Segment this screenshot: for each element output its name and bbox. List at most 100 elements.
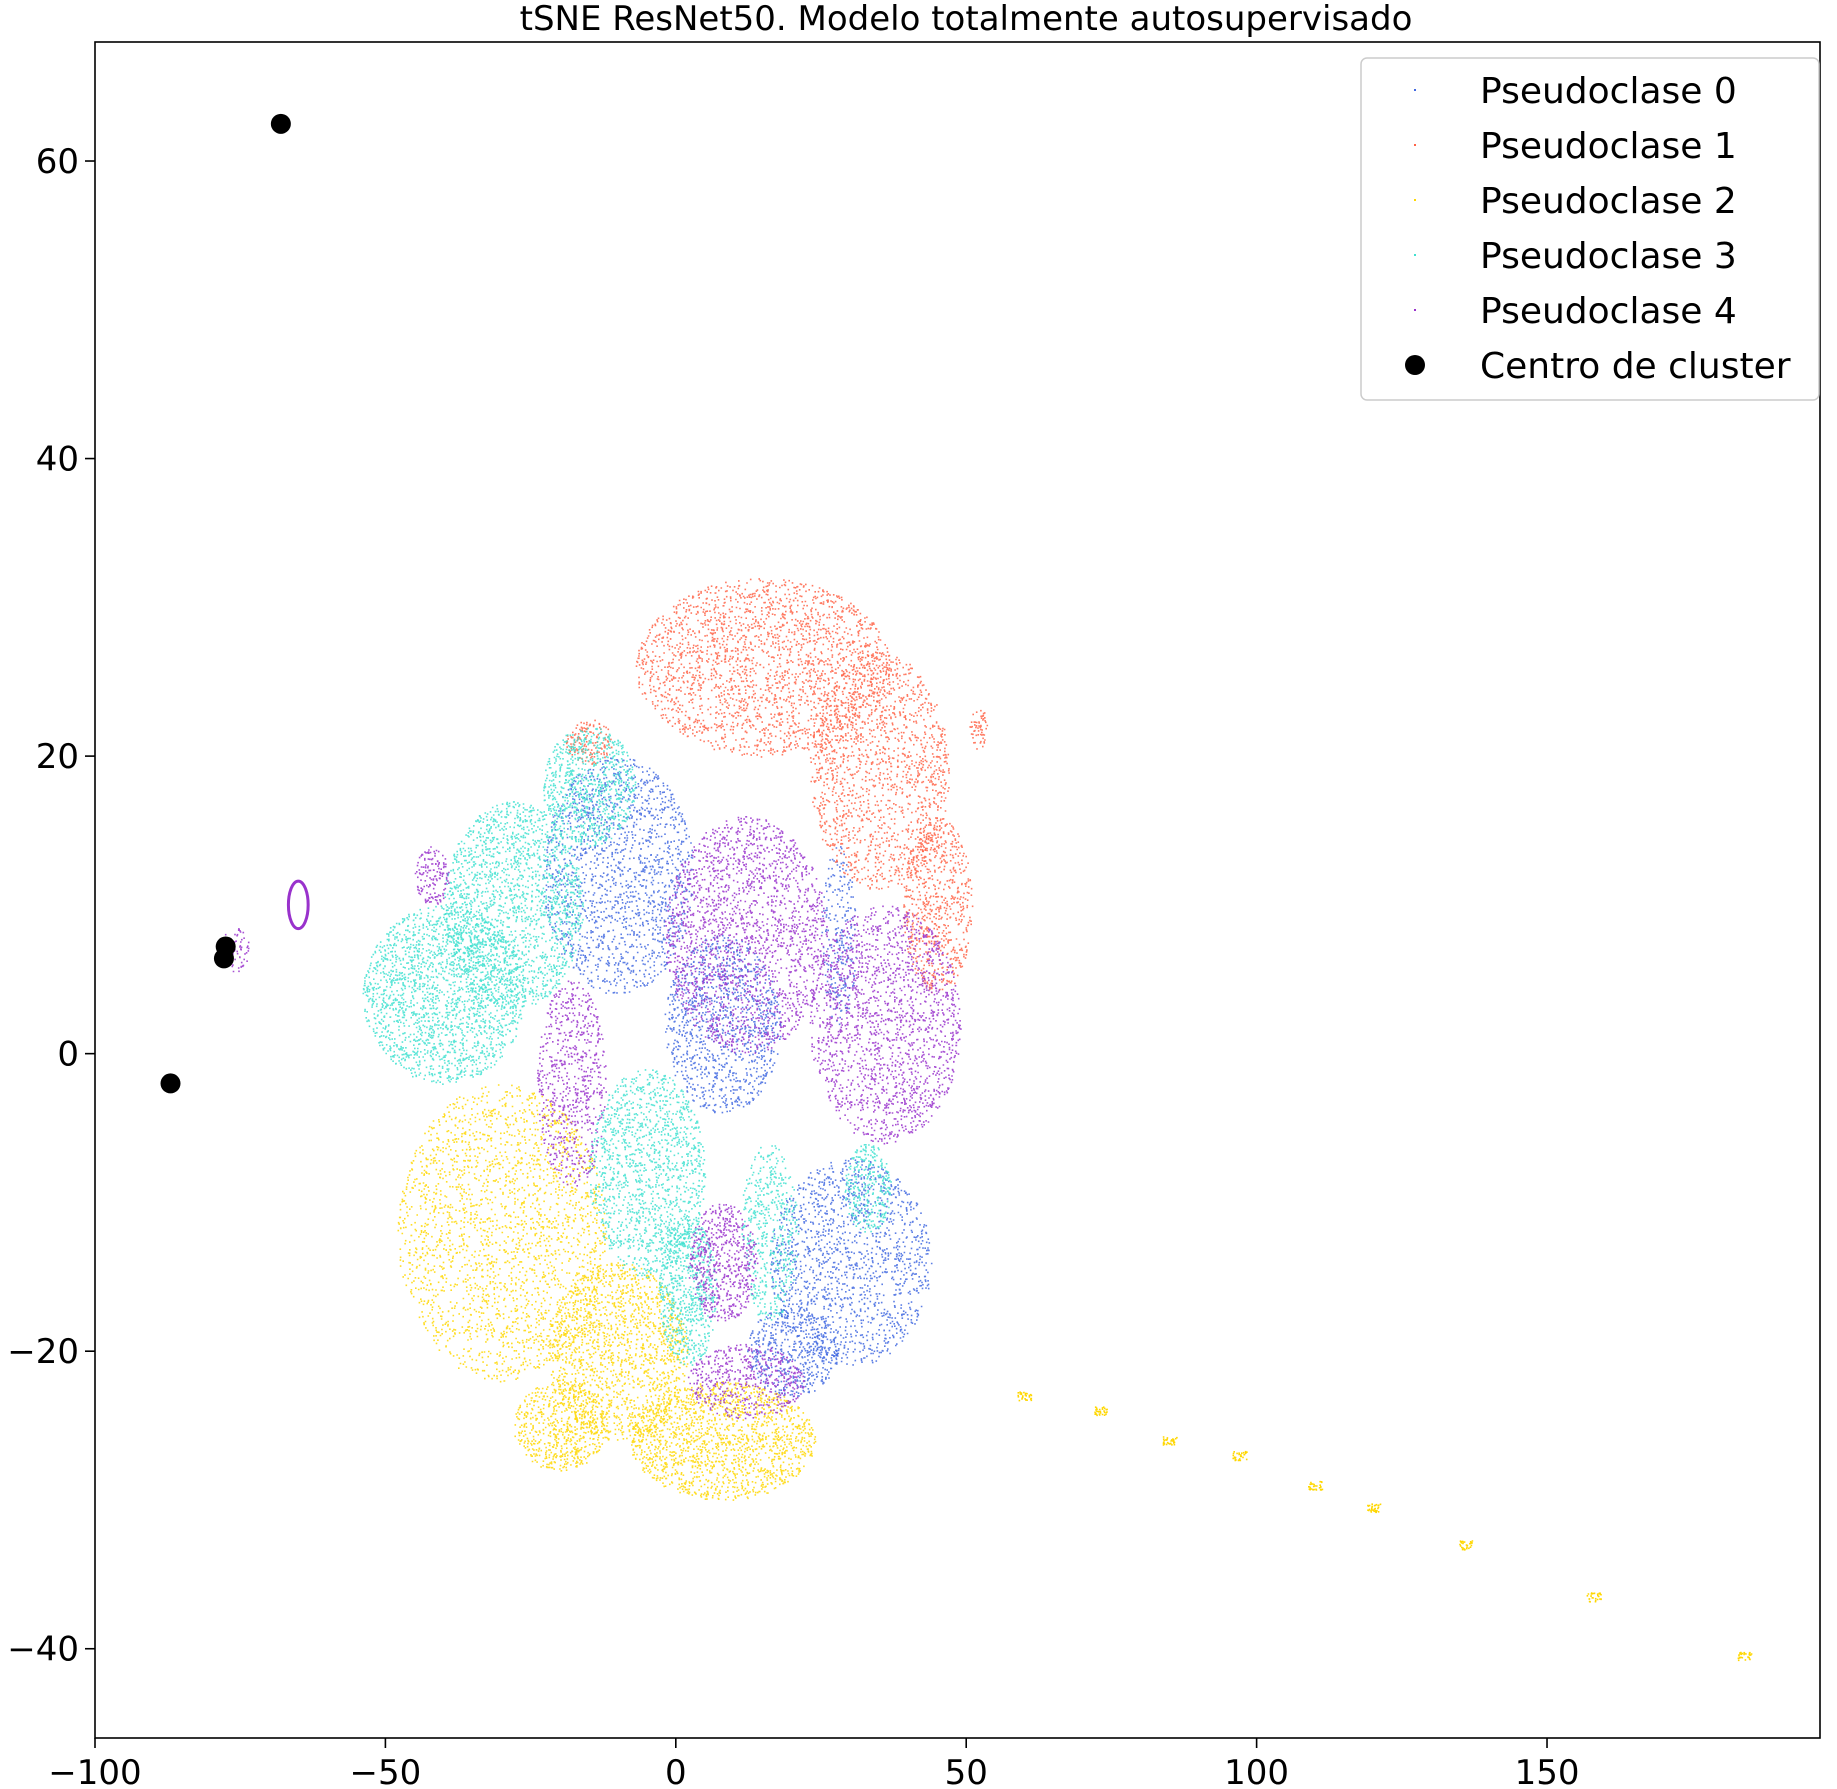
series-pseudoclase-4-cluster <box>220 928 250 973</box>
legend-box <box>1360 57 1820 401</box>
legend-entry: Pseudoclase 3 <box>1414 236 1737 277</box>
series-pseudoclase-1-points <box>969 709 989 750</box>
series-pseudoclase-4-ring <box>286 879 310 931</box>
x-tick-label: −50 <box>350 1753 422 1789</box>
y-tick-label: 0 <box>57 1035 79 1075</box>
x-tick-label: 100 <box>1224 1753 1289 1789</box>
series-pseudoclase-2-cluster <box>631 1381 817 1501</box>
legend-marker <box>1414 309 1416 311</box>
cluster-center-point <box>270 113 291 134</box>
series-pseudoclase-4-points <box>414 846 450 905</box>
series-pseudoclase-4-points <box>220 928 250 973</box>
series-pseudoclase-4-cluster <box>536 980 607 1187</box>
legend-entry: Pseudoclase 1 <box>1414 126 1737 167</box>
series-pseudoclase-2-outlier <box>1586 1592 1602 1603</box>
series-pseudoclase-0-points <box>747 1308 840 1398</box>
legend: Pseudoclase 0 Pseudoclase 1 Pseudoclase 2 P… <box>1360 57 1820 401</box>
series-pseudoclase-3-points <box>658 1218 718 1366</box>
cluster-center-point <box>213 948 234 969</box>
series-pseudoclase-4 <box>220 816 962 1420</box>
series-pseudoclase-1 <box>565 578 989 994</box>
series-pseudoclase-3-points <box>543 727 637 847</box>
series-pseudoclase-2-cluster <box>514 1381 606 1472</box>
series-pseudoclase-4-cluster <box>809 905 962 1145</box>
series-pseudoclase-0-cluster <box>747 1308 840 1398</box>
series-pseudoclase-1-cluster <box>903 817 974 994</box>
series-pseudoclase-4-points <box>687 1343 805 1420</box>
series-pseudoclase-3-cluster <box>362 905 527 1085</box>
legend-entry: Pseudoclase 0 <box>1414 71 1737 112</box>
series-pseudoclase-2-points <box>548 1262 689 1441</box>
series-pseudoclase-1-points <box>903 817 974 994</box>
series-pseudoclase-4-cluster <box>687 1343 805 1420</box>
series-pseudoclase-2-outlier <box>1737 1651 1753 1662</box>
series-pseudoclase-0-cluster <box>664 934 782 1114</box>
series-pseudoclase-0-cluster <box>769 1158 933 1366</box>
series-pseudoclase-2-outlier <box>1232 1450 1248 1462</box>
y-axis: −40 −20 0 20 40 60 <box>7 142 95 1670</box>
legend-entry: Centro de cluster <box>1405 346 1791 387</box>
series-pseudoclase-2-points <box>631 1381 817 1501</box>
legend-label: Pseudoclase 2 <box>1480 181 1737 222</box>
series-layer <box>160 113 1753 1662</box>
legend-entry: Pseudoclase 2 <box>1414 181 1737 222</box>
plot-frame <box>94 41 1821 1739</box>
series-pseudoclase-4-points <box>809 905 962 1145</box>
series-pseudoclase-3-cluster <box>844 1144 892 1233</box>
series-pseudoclase-2-outlier <box>1367 1503 1382 1514</box>
series-pseudoclase-3 <box>362 727 892 1366</box>
legend-entry: Pseudoclase 4 <box>1414 291 1737 332</box>
legend-marker <box>1414 254 1416 256</box>
series-pseudoclase-3-cluster <box>589 1069 707 1279</box>
series-pseudoclase-1-points <box>635 578 892 758</box>
series-pseudoclase-0-points <box>769 1158 933 1366</box>
series-pseudoclase-0-cluster <box>542 757 694 994</box>
legend-label: Pseudoclase 1 <box>1480 126 1737 167</box>
series-centro-de-cluster <box>160 113 291 1094</box>
series-pseudoclase-1-cluster <box>565 719 613 765</box>
y-tick-label: 40 <box>36 440 79 480</box>
legend-label: Pseudoclase 4 <box>1480 291 1737 332</box>
series-pseudoclase-3-cluster <box>543 727 637 847</box>
x-tick-label: −100 <box>48 1753 141 1789</box>
y-tick-label: 60 <box>36 142 79 182</box>
legend-marker <box>1414 144 1416 146</box>
cluster-center-point <box>160 1073 181 1094</box>
series-pseudoclase-4-points <box>536 980 607 1187</box>
series-pseudoclase-1-cluster <box>635 578 892 758</box>
series-pseudoclase-1-points <box>809 652 950 890</box>
series-pseudoclase-3-points <box>444 801 585 1009</box>
x-axis: −100 −50 0 50 100 150 <box>48 1738 1579 1789</box>
legend-marker <box>1414 89 1416 91</box>
series-pseudoclase-0-points <box>542 757 694 994</box>
series-pseudoclase-2-points <box>514 1381 606 1472</box>
series-pseudoclase-1-cluster <box>809 652 950 890</box>
series-pseudoclase-3-points <box>844 1144 892 1233</box>
y-tick-label: 20 <box>36 737 79 777</box>
legend-label: Pseudoclase 3 <box>1480 236 1737 277</box>
chart-title: tSNE ResNet50. Modelo totalmente autosup… <box>520 0 1413 39</box>
series-pseudoclase-0 <box>542 757 933 1398</box>
series-pseudoclase-1-cluster <box>969 709 989 750</box>
series-pseudoclase-2 <box>397 1084 1753 1662</box>
series-pseudoclase-3-points <box>589 1069 707 1279</box>
legend-label: Pseudoclase 0 <box>1480 71 1737 112</box>
series-pseudoclase-3-cluster <box>444 801 585 1009</box>
legend-marker <box>1414 199 1416 201</box>
legend-marker <box>1405 355 1425 375</box>
series-pseudoclase-2-outlier <box>1017 1391 1033 1402</box>
series-pseudoclase-4-cluster <box>664 816 828 1054</box>
series-pseudoclase-2-outlier <box>1094 1406 1108 1417</box>
series-pseudoclase-2-cluster <box>548 1262 689 1441</box>
series-pseudoclase-3-points <box>362 905 527 1085</box>
series-pseudoclase-1-points <box>565 719 613 765</box>
legend-label: Centro de cluster <box>1480 346 1791 387</box>
series-pseudoclase-0-points <box>664 934 782 1114</box>
y-tick-label: −40 <box>7 1630 79 1670</box>
series-pseudoclase-3-cluster <box>658 1218 718 1366</box>
x-tick-label: 50 <box>945 1753 988 1789</box>
series-pseudoclase-2-outlier <box>1308 1480 1324 1491</box>
x-tick-label: 150 <box>1515 1753 1580 1789</box>
y-tick-label: −20 <box>7 1332 79 1372</box>
